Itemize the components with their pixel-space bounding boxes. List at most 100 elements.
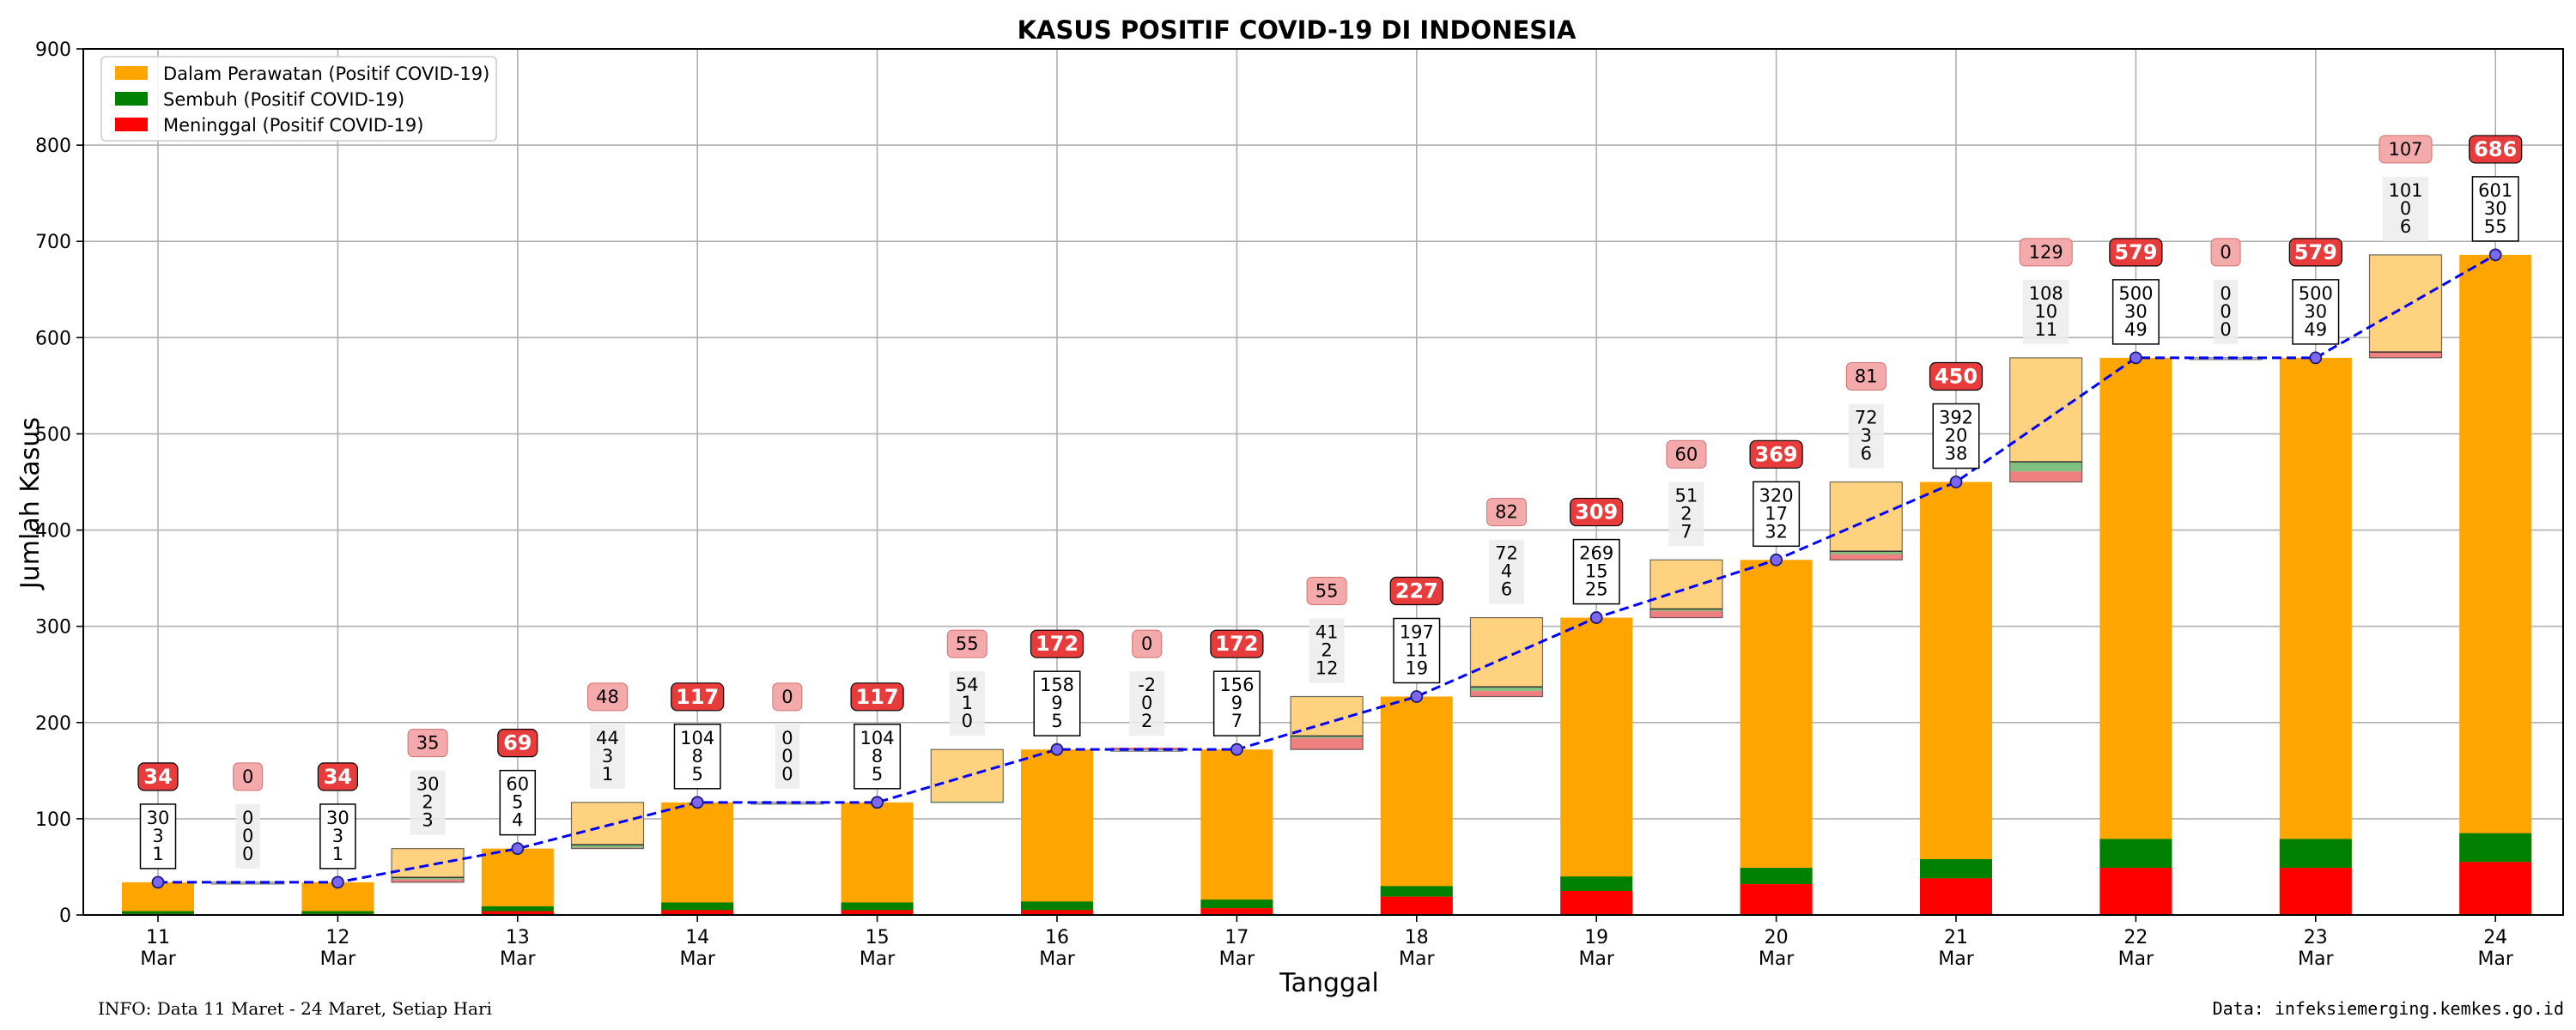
- increment-total-badge-value: 0: [242, 766, 253, 787]
- increment-total-badge: 0: [1132, 629, 1163, 658]
- increment-values-label-value: 0: [2400, 198, 2411, 219]
- bar-sembuh: [2459, 833, 2532, 863]
- bar-sembuh: [1740, 868, 1813, 885]
- bar-meninggal: [2459, 862, 2532, 915]
- day-values-label-value: 9: [1231, 693, 1242, 713]
- increment-total-badge: 0: [772, 682, 803, 712]
- increment-total-badge: 81: [1845, 362, 1886, 391]
- increment-bar-meninggal: [1470, 690, 1543, 697]
- increment-values-label-value: 6: [1861, 444, 1872, 464]
- increment-values-label-value: 0: [242, 808, 253, 828]
- x-tick-month: Mar: [1399, 948, 1435, 970]
- increment-total-badge-box: [946, 629, 987, 658]
- day-values-label-value: 197: [1400, 622, 1434, 643]
- trend-marker: [1770, 553, 1783, 566]
- increment-total-badge-box: [772, 682, 803, 712]
- day-values-label-value: 15: [1585, 561, 1608, 582]
- day-total-badge-value: 450: [1935, 365, 1978, 389]
- day-total-badge: 34: [137, 762, 179, 791]
- bar-perawatan: [1021, 749, 1093, 915]
- increment-bar-sembuh: [1649, 609, 1722, 611]
- day-values-label-value: 104: [680, 728, 714, 748]
- increment-values-label-value: 0: [242, 826, 253, 846]
- increment-values-label-box: [1848, 403, 1884, 469]
- bar-meninggal: [1920, 878, 1992, 915]
- bar-sembuh: [2279, 839, 2352, 869]
- increment-total-badge-value: 129: [2029, 242, 2063, 263]
- day-values-label-box: [1393, 617, 1441, 684]
- day-total-badge-box: [671, 682, 725, 712]
- increment-total-badge-box: [2210, 238, 2241, 267]
- increment-total-badge: 0: [2210, 238, 2241, 267]
- trend-marker: [511, 842, 525, 856]
- trend-marker: [1410, 690, 1424, 703]
- x-tick-label: 11: [146, 927, 170, 948]
- increment-bar-outline: [1290, 695, 1364, 750]
- trend-marker: [1949, 476, 1963, 488]
- day-values-label-value: 30: [2124, 301, 2148, 322]
- bar-perawatan: [2099, 357, 2172, 915]
- legend-swatch: [115, 92, 148, 106]
- footer-source: Data: infeksiemerging.kemkes.go.id: [2212, 998, 2564, 1019]
- increment-values-label-value: 0: [2220, 283, 2231, 304]
- increment-values-label-box: [590, 724, 625, 789]
- increment-bar-outline: [1649, 559, 1723, 619]
- day-total-badge: 117: [850, 682, 904, 712]
- y-tick-label: 900: [35, 39, 71, 61]
- bar-perawatan: [1380, 696, 1453, 915]
- increment-values-label: 000: [2213, 279, 2239, 344]
- x-axis-label: Tanggal: [1279, 968, 1379, 998]
- day-values-label-value: 601: [2478, 180, 2512, 201]
- bar-meninggal: [1021, 910, 1093, 915]
- increment-bar-perawatan: [2369, 254, 2442, 353]
- day-values-label-value: 8: [872, 746, 883, 766]
- increment-bar-sembuh: [2009, 461, 2082, 472]
- day-values-label-value: 5: [692, 764, 703, 785]
- day-total-badge-value: 172: [1215, 632, 1258, 656]
- day-values-label-value: 269: [1579, 543, 1613, 564]
- day-values-label-value: 5: [512, 792, 523, 813]
- increment-values-label-value: 0: [781, 728, 793, 748]
- day-values-label-value: 5: [872, 764, 883, 785]
- day-total-badge-box: [850, 682, 904, 712]
- increment-total-badge-box: [1486, 498, 1527, 527]
- increment-bar-outline: [2368, 254, 2443, 359]
- day-total-badge: 686: [2469, 135, 2523, 164]
- increment-bar-perawatan: [1470, 617, 1543, 688]
- day-total-badge: 369: [1749, 439, 1803, 469]
- day-values-label-box: [499, 769, 537, 836]
- increment-bar-meninggal: [392, 879, 465, 882]
- increment-values-label: -202: [1129, 671, 1165, 736]
- increment-values-label-value: 54: [956, 675, 979, 695]
- day-total-badge-box: [1389, 576, 1443, 606]
- day-values-label-value: 3: [152, 826, 163, 846]
- increment-values-label: 000: [235, 803, 260, 869]
- day-values-label-value: 30: [147, 808, 170, 828]
- trend-line: [158, 253, 2496, 884]
- y-tick-label: 500: [35, 424, 71, 445]
- increment-bar-outline: [570, 802, 645, 850]
- increment-values-label-value: 6: [1501, 579, 1512, 600]
- day-values-label-value: 392: [1939, 408, 1973, 428]
- bar-perawatan: [1740, 560, 1813, 915]
- increment-values-label-value: 108: [2029, 283, 2063, 304]
- day-values-label-value: 104: [860, 728, 895, 748]
- bar-meninggal: [1200, 908, 1273, 915]
- bar-sembuh: [661, 902, 734, 911]
- bar-sembuh: [1920, 858, 1992, 879]
- day-total-badge-value: 309: [1575, 500, 1618, 524]
- day-values-label-value: 38: [1945, 444, 1968, 464]
- day-total-badge-box: [137, 762, 179, 791]
- bar-sembuh: [1560, 876, 1633, 891]
- increment-values-label-box: [1129, 671, 1165, 736]
- trend-marker: [1050, 742, 1064, 756]
- increment-values-label-value: 12: [1315, 658, 1339, 679]
- increment-values-label-value: 1: [602, 764, 613, 785]
